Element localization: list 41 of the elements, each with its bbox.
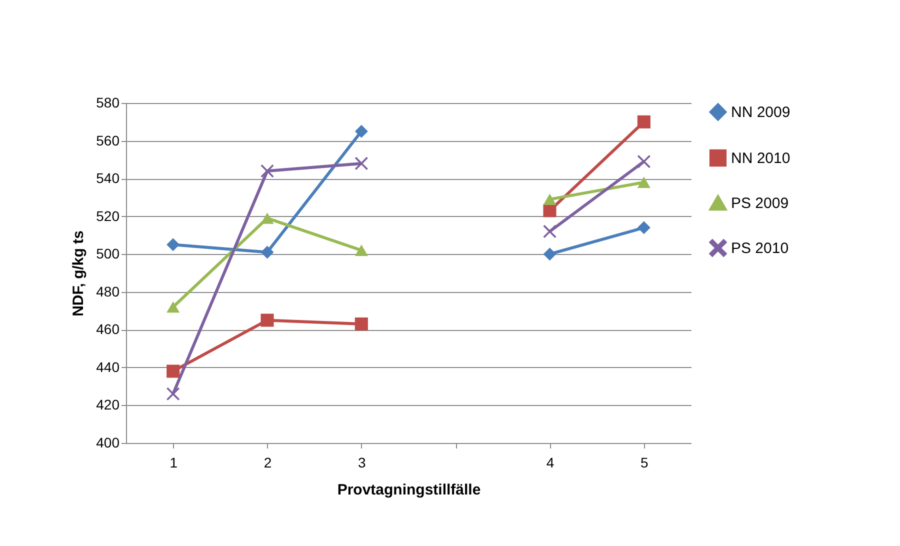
point — [166, 387, 180, 400]
x-tick-label: 2 — [264, 454, 272, 470]
point — [166, 238, 180, 252]
y-tick-label: 520 — [96, 208, 120, 224]
y-tick-label: 580 — [96, 94, 120, 110]
x-axis-title: Provtagningstillfälle — [337, 482, 481, 498]
point — [637, 155, 650, 168]
y-tick-label: 400 — [96, 434, 120, 450]
y-axis-title: NDF, g/kg ts — [70, 230, 88, 316]
point — [354, 156, 368, 170]
x-tick-label: 5 — [640, 454, 649, 470]
point — [543, 194, 556, 205]
point — [637, 176, 650, 188]
y-tick-label: 420 — [96, 396, 120, 413]
x-tick-label: 1 — [170, 454, 178, 470]
point — [543, 248, 556, 261]
x-tick-label: 3 — [358, 454, 366, 470]
point — [354, 124, 368, 138]
x-tick-label: 4 — [546, 454, 554, 470]
legend-label: PS 2009 — [731, 195, 789, 212]
y-tick-label: 480 — [96, 283, 120, 300]
y-tick-label: 440 — [96, 358, 120, 375]
point — [260, 212, 274, 224]
y-tick-label: 500 — [96, 246, 120, 262]
legend-label: PS 2010 — [731, 240, 789, 257]
point — [166, 364, 180, 378]
point — [260, 314, 274, 327]
point — [166, 301, 180, 313]
point — [354, 244, 368, 256]
point — [637, 221, 650, 234]
y-tick-label: 460 — [96, 321, 120, 338]
legend-label: NN 2009 — [731, 104, 790, 121]
point — [260, 164, 274, 178]
legend-label: NN 2010 — [731, 150, 790, 167]
y-tick-label: 560 — [96, 132, 120, 148]
point — [543, 204, 556, 218]
point — [260, 246, 274, 259]
point — [354, 317, 368, 331]
point — [637, 115, 650, 128]
point — [543, 224, 556, 238]
y-tick-label: 540 — [96, 170, 120, 186]
